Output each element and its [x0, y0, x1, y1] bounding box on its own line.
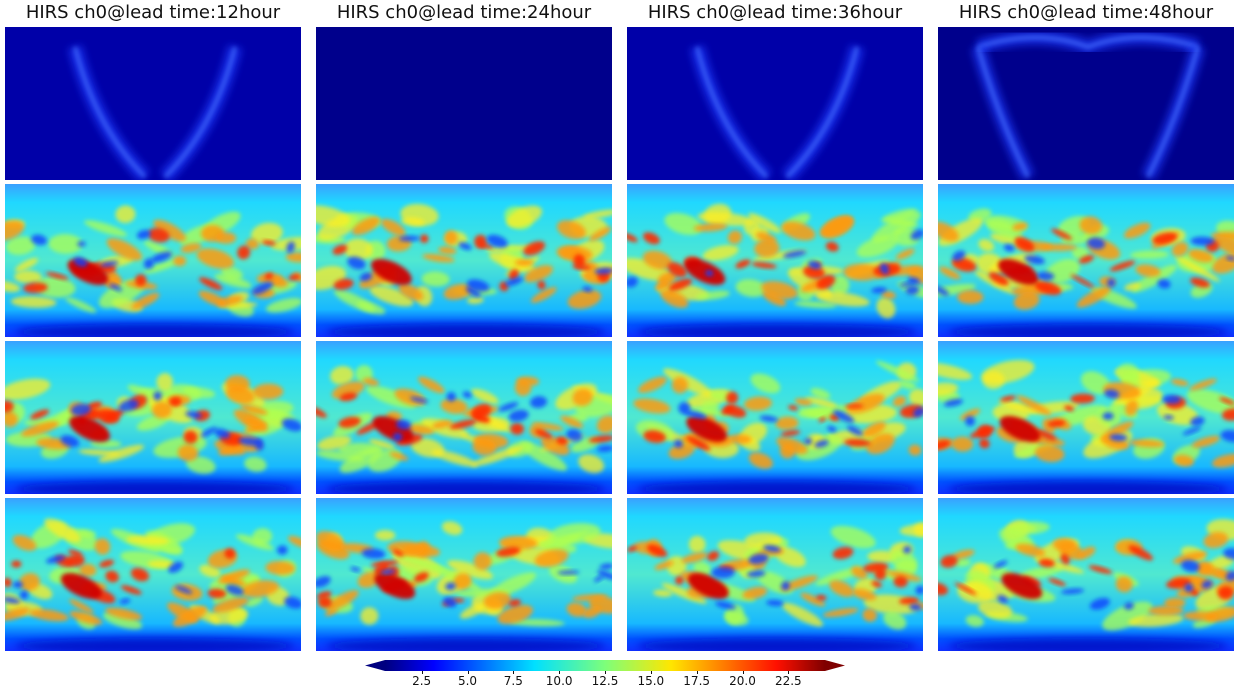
- heatmap-panel-r4-c1: [5, 498, 301, 651]
- colorbar-tick-mark: [467, 671, 469, 674]
- heatmap-panel-r1-c1: [5, 27, 301, 180]
- heatmap-panel-r3-c2: [316, 341, 612, 494]
- heatmap-panel-r2-c2: [316, 184, 612, 337]
- heatmap-panel-r3-c1: [5, 341, 301, 494]
- colorbar-tick-label: 17.5: [683, 674, 711, 688]
- colorbar-tick-mark: [742, 671, 744, 674]
- column-title-48h: HIRS ch0@lead time:48hour: [958, 2, 1214, 23]
- colorbar-tick-mark: [650, 671, 652, 674]
- colorbar-tick-label: 7.5: [503, 674, 523, 688]
- heatmap-panel-r2-c1: [5, 184, 301, 337]
- colorbar-tick-label: 22.5: [774, 674, 802, 688]
- colorbar-tick-label: 15.0: [637, 674, 665, 688]
- colorbar-tick-mark: [605, 671, 606, 674]
- heatmap-panel-r4-c2: [316, 498, 612, 651]
- colorbar-extend-high: [825, 660, 845, 671]
- heatmap-panel-r2-c4: [938, 184, 1234, 337]
- colorbar-gradient: [385, 660, 825, 671]
- heatmap-panel-r4-c4: [938, 498, 1234, 651]
- colorbar-tick-label: 12.5: [591, 674, 619, 688]
- heatmap-panel-r3-c4: [938, 341, 1234, 494]
- colorbar-tick-mark: [421, 671, 423, 674]
- heatmap-panel-r4-c3: [627, 498, 923, 651]
- column-title-12h: HIRS ch0@lead time:12hour: [25, 2, 281, 23]
- colorbar-tick-mark: [788, 671, 790, 674]
- heatmap-panel-r3-c3: [627, 341, 923, 494]
- heatmap-panel-r1-c4: [938, 27, 1234, 180]
- column-title-24h: HIRS ch0@lead time:24hour: [336, 2, 592, 23]
- colorbar: [365, 660, 845, 671]
- colorbar-tick-label: 5.0: [457, 674, 478, 688]
- colorbar-tick-label: 2.5: [412, 674, 432, 688]
- column-title-36h: HIRS ch0@lead time:36hour: [647, 2, 903, 23]
- colorbar-tick-mark: [513, 671, 515, 674]
- heatmap-panel-r2-c3: [627, 184, 923, 337]
- colorbar-tick-label: 20.0: [729, 674, 756, 688]
- colorbar-tick-mark: [696, 671, 698, 674]
- colorbar-tick-mark: [559, 671, 561, 674]
- heatmap-panel-r1-c3: [627, 27, 923, 180]
- colorbar-tick-label: 10.0: [545, 674, 573, 688]
- heatmap-panel-r1-c2: [316, 27, 612, 180]
- colorbar-extend-low: [365, 660, 385, 671]
